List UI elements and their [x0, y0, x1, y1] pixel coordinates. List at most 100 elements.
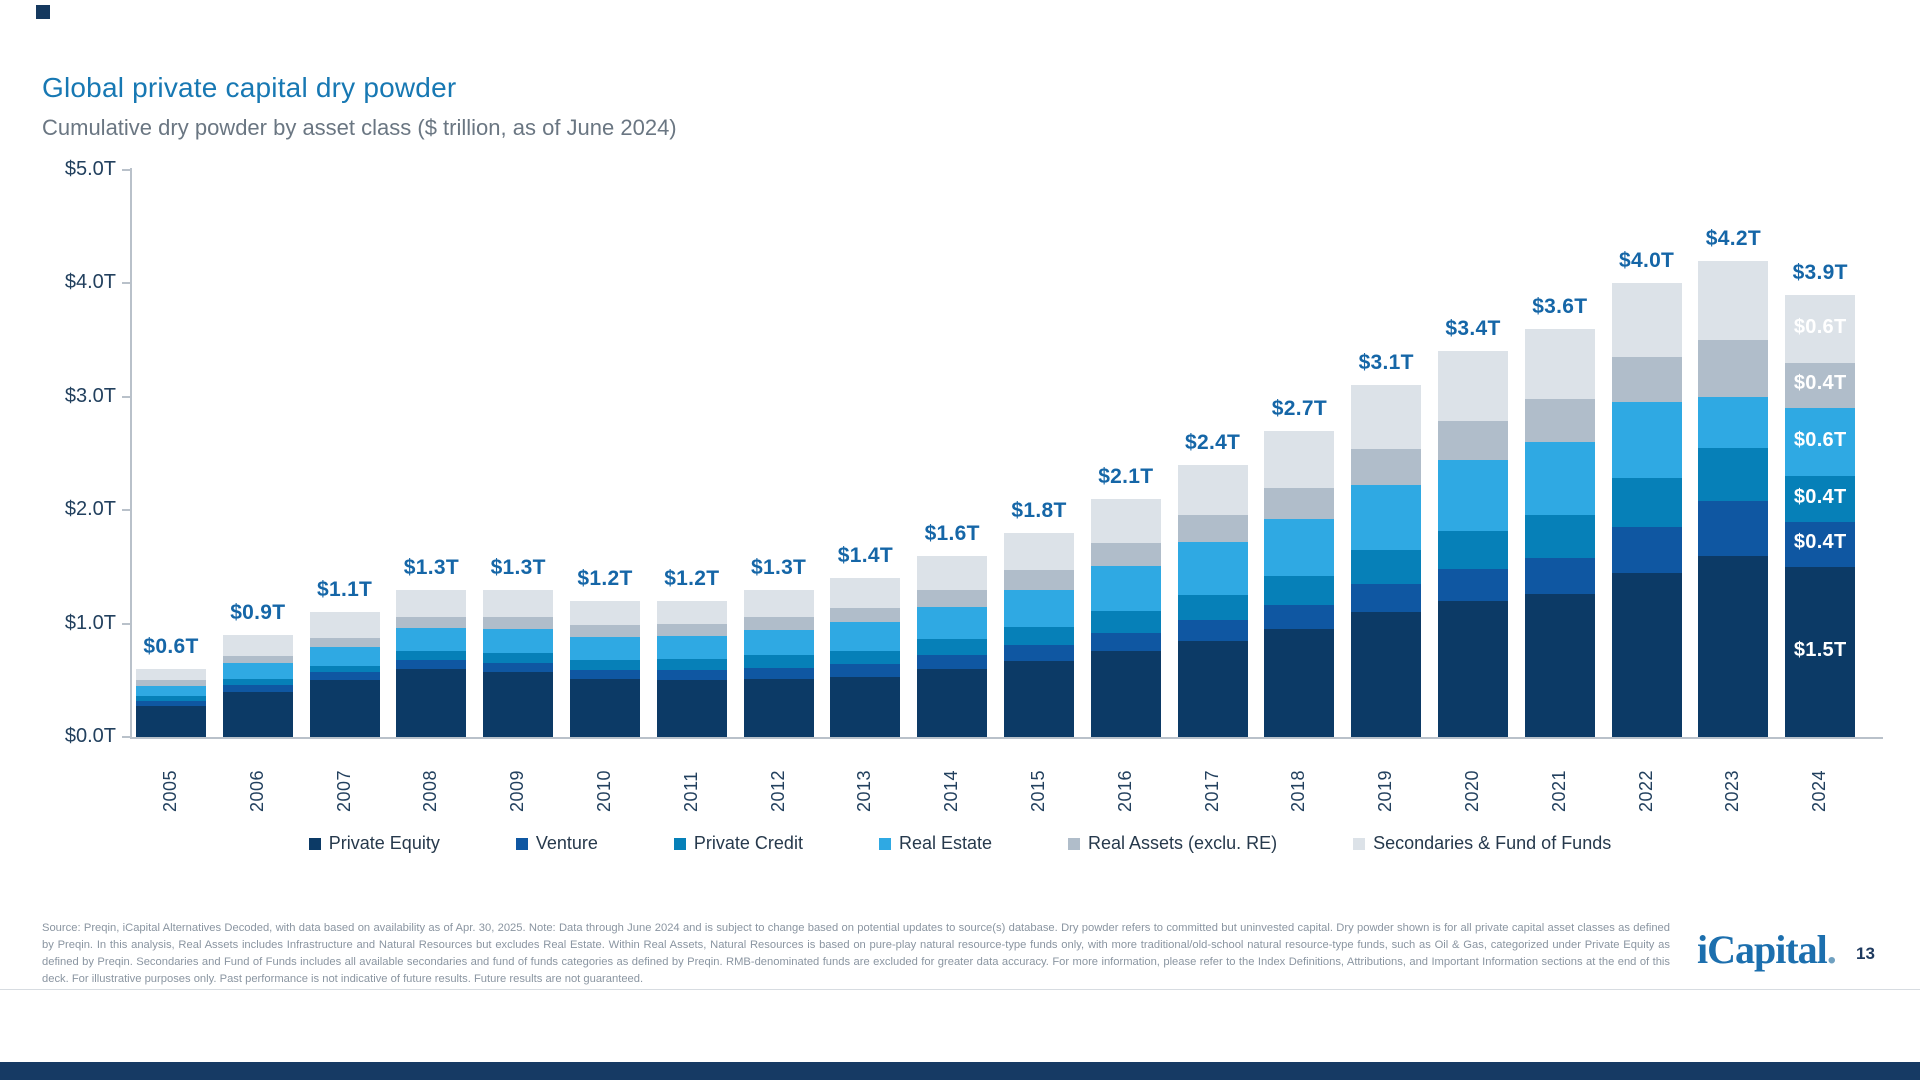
- bar-segment: [1177, 464, 1248, 515]
- bar-segment: [1351, 583, 1422, 613]
- chart-title: Global private capital dry powder: [42, 72, 457, 103]
- legend-item-real-assets-exclu-re: Real Assets (exclu. RE): [1068, 833, 1277, 854]
- bar-total-label: $1.2T: [664, 566, 720, 590]
- legend-label-real-assets-exclu-re: Real Assets (exclu. RE): [1088, 833, 1278, 853]
- legend-label-real-estate: Real Estate: [898, 833, 993, 853]
- bar-segment: [309, 672, 380, 681]
- legend-item-private-equity: Private Equity: [308, 833, 440, 854]
- y-axis-tick-label: $1.0T: [64, 611, 116, 634]
- bar-segment: [570, 670, 640, 680]
- x-axis-label: 2020: [1462, 769, 1482, 812]
- bar-segment: [309, 680, 380, 737]
- x-axis-label: 2016: [1114, 769, 1135, 812]
- bar-segment: [1698, 340, 1769, 397]
- bar-segment: [1004, 645, 1074, 662]
- bar-segment: [1524, 399, 1595, 443]
- bar-segment: [1611, 478, 1682, 528]
- segment-value-label: $0.4T: [1793, 531, 1847, 554]
- bar-segment: [917, 668, 988, 737]
- bar-segment: [309, 612, 380, 639]
- legend-label-secondaries-fund-of-funds: Secondaries & Fund of Funds: [1373, 833, 1612, 853]
- x-axis-label: 2017: [1201, 769, 1222, 812]
- x-axis-label: 2014: [941, 769, 962, 812]
- bar-segment: [743, 630, 814, 656]
- x-axis-label: 2005: [160, 769, 180, 812]
- y-axis-tick: [122, 282, 130, 285]
- bar-segment: [1177, 620, 1248, 641]
- bar-segment: [1351, 485, 1422, 550]
- y-axis-tick-label: $5.0T: [64, 158, 116, 180]
- bar-segment: [1438, 420, 1508, 461]
- legend-item-private-credit: Private Credit: [673, 833, 803, 854]
- bar-total-label: $3.1T: [1358, 351, 1414, 375]
- bar-segment: [1264, 605, 1335, 630]
- bar-total-label: $3.4T: [1445, 317, 1501, 341]
- x-axis-label: 2013: [854, 769, 875, 812]
- bar-segment: [743, 655, 814, 668]
- legend-item-secondaries-fund-of-funds: Secondaries & Fund of Funds: [1353, 833, 1611, 854]
- bar-segment: [1438, 351, 1508, 421]
- legend-swatch-secondaries-fund-of-funds: [1353, 837, 1366, 850]
- bar-segment: [1524, 514, 1595, 558]
- bar-segment: [222, 656, 293, 664]
- bar-segment: [1698, 501, 1769, 556]
- y-axis-tick: [122, 622, 130, 625]
- bar-segment: [830, 676, 901, 737]
- bar-segment: [917, 639, 988, 656]
- bar-segment: [136, 685, 206, 697]
- bar-segment: [1438, 600, 1508, 737]
- bar-total-label: $2.7T: [1271, 396, 1327, 420]
- y-axis-tick-label: $3.0T: [64, 384, 116, 407]
- bar-segment: [1785, 521, 1856, 567]
- legend-label-venture: Venture: [535, 833, 598, 853]
- bar-segment: [1177, 541, 1248, 596]
- bar-segment: [656, 658, 727, 671]
- y-axis-tick: [122, 736, 130, 738]
- bar-segment: [222, 663, 293, 680]
- bar-segment: [1004, 589, 1074, 627]
- bar-total-label: $1.1T: [316, 578, 373, 602]
- bar-segment: [396, 659, 467, 669]
- bar-total-label: $0.6T: [143, 634, 199, 658]
- bar-segment: [396, 616, 467, 629]
- x-axis-label: 2007: [333, 769, 354, 812]
- bar-total-label: $1.6T: [924, 521, 980, 545]
- segment-value-label: $0.4T: [1793, 372, 1847, 395]
- bar-segment: [1785, 294, 1856, 363]
- bar-segment: [1004, 627, 1074, 646]
- bar-segment: [1438, 530, 1508, 570]
- x-axis-label: 2012: [767, 769, 788, 812]
- bar-segment: [1004, 570, 1074, 590]
- bar-segment: [483, 629, 554, 654]
- bar-segment: [483, 589, 554, 617]
- bar-segment: [743, 616, 814, 631]
- bar-segment: [570, 637, 640, 660]
- bar-segment: [136, 668, 206, 681]
- slide-corner-mark: [36, 5, 50, 19]
- x-axis-label: 2023: [1722, 769, 1743, 812]
- bar-segment: [309, 647, 380, 666]
- bar-segment: [222, 679, 293, 685]
- y-axis-tick: [122, 395, 130, 398]
- bar-segment: [1438, 460, 1508, 531]
- bar-total-label: $1.3T: [490, 555, 546, 579]
- bar-total-label: $0.9T: [230, 600, 286, 624]
- bar-segment: [136, 696, 206, 701]
- bar-segment: [1351, 385, 1422, 449]
- icapital-logo: iCapital.: [1697, 926, 1837, 973]
- bar-segment: [396, 650, 467, 660]
- bar-segment: [1438, 569, 1508, 601]
- bar-segment: [570, 659, 640, 671]
- bar-segment: [136, 706, 206, 737]
- bar-segment: [1090, 565, 1161, 612]
- bar-segment: [830, 622, 901, 651]
- legend-item-venture: Venture: [515, 833, 598, 854]
- bar-segment: [1264, 629, 1335, 737]
- bar-segment: [1785, 408, 1856, 477]
- bar-segment: [743, 589, 814, 617]
- bar-segment: [656, 636, 727, 659]
- segment-value-label: $0.6T: [1793, 315, 1847, 338]
- bar-total-label: $4.2T: [1705, 226, 1761, 250]
- bar-total-label: $3.6T: [1532, 294, 1588, 318]
- legend-swatch-venture: [515, 837, 528, 850]
